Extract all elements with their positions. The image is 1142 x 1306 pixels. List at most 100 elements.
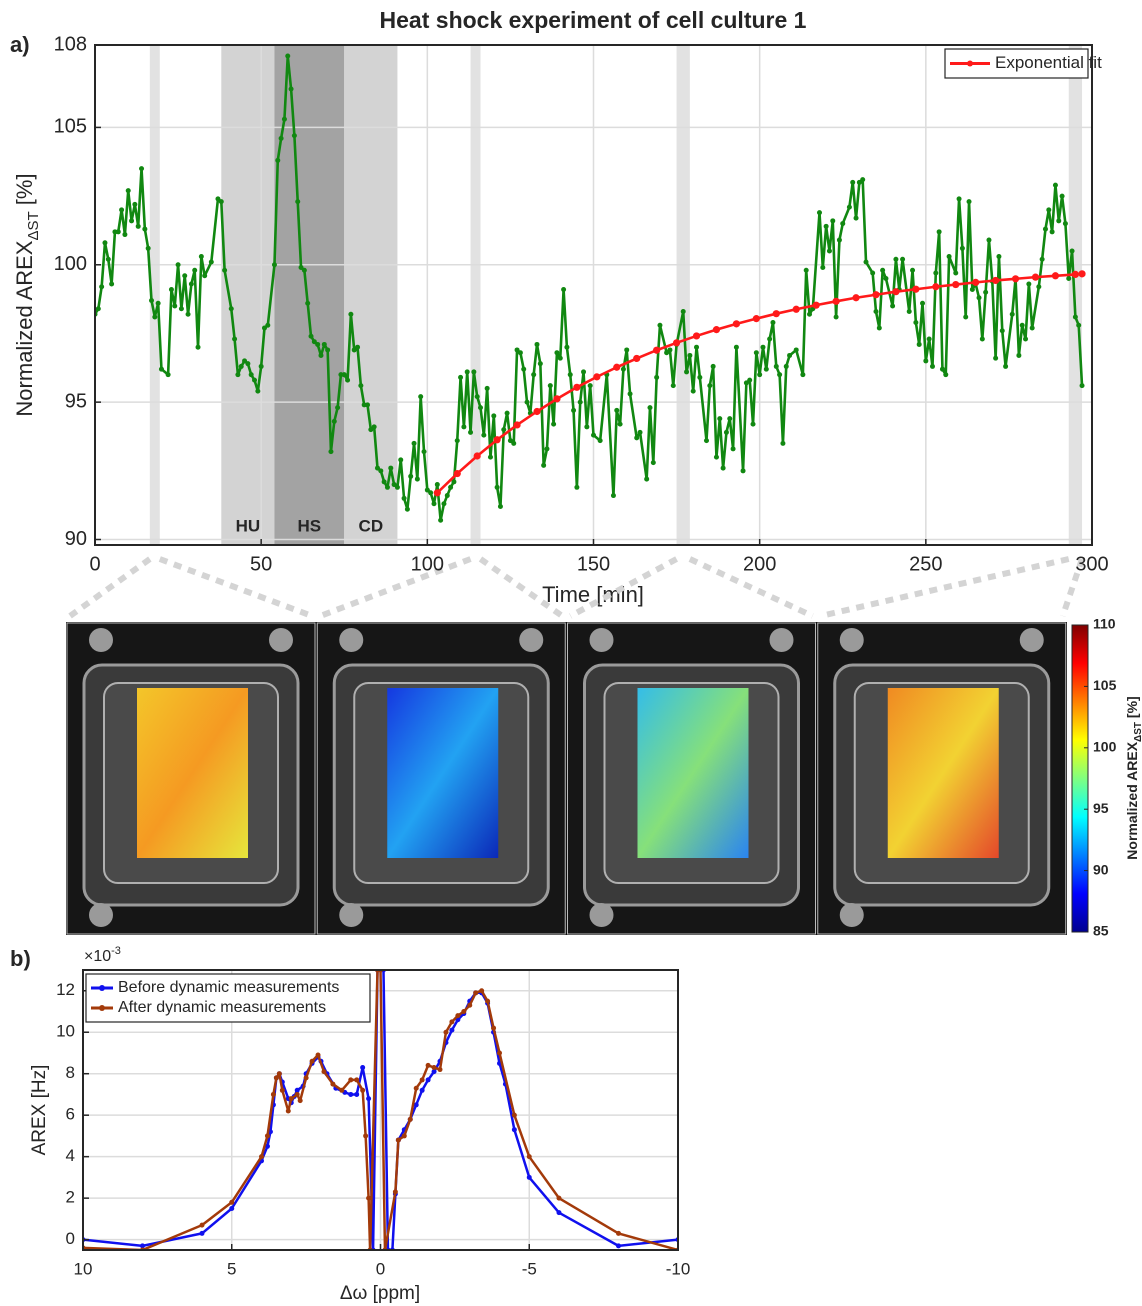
data-point bbox=[366, 1096, 371, 1101]
data-point bbox=[847, 205, 852, 210]
data-point bbox=[422, 449, 427, 454]
data-point bbox=[598, 438, 603, 443]
legend-label: Before dynamic measurements bbox=[118, 979, 339, 996]
data-point bbox=[634, 435, 639, 440]
data-point bbox=[511, 441, 516, 446]
data-point bbox=[468, 430, 473, 435]
x-tick-label: -10 bbox=[666, 1259, 691, 1278]
data-point bbox=[733, 320, 740, 327]
data-point bbox=[1043, 227, 1048, 232]
data-point bbox=[449, 1019, 454, 1024]
data-point bbox=[372, 424, 377, 429]
data-point bbox=[420, 1077, 425, 1082]
colorbar-tick-label: 95 bbox=[1093, 800, 1109, 816]
data-point bbox=[687, 353, 692, 358]
x-tick-label: 10 bbox=[74, 1259, 93, 1278]
data-point bbox=[817, 210, 822, 215]
data-point bbox=[561, 287, 566, 292]
data-point bbox=[1012, 275, 1019, 282]
data-point bbox=[673, 339, 680, 346]
data-point bbox=[219, 199, 224, 204]
data-point bbox=[295, 1092, 300, 1097]
data-point bbox=[222, 268, 227, 273]
panel-label: b) bbox=[10, 946, 31, 971]
data-point bbox=[638, 430, 643, 435]
data-point bbox=[751, 422, 756, 427]
data-point bbox=[644, 477, 649, 482]
data-point bbox=[415, 477, 420, 482]
data-point bbox=[432, 1065, 437, 1070]
data-point bbox=[527, 1175, 532, 1180]
data-point bbox=[109, 282, 114, 287]
data-point bbox=[458, 375, 463, 380]
data-point bbox=[754, 350, 759, 355]
data-point bbox=[434, 489, 441, 496]
data-point bbox=[741, 468, 746, 473]
data-point bbox=[295, 199, 300, 204]
data-point bbox=[255, 389, 260, 394]
data-point bbox=[727, 416, 732, 421]
data-point bbox=[360, 1088, 365, 1093]
x-tick-label: 100 bbox=[411, 553, 444, 575]
data-point bbox=[126, 188, 131, 193]
connector bbox=[160, 559, 312, 616]
x-tick-label: 250 bbox=[909, 553, 942, 575]
data-point bbox=[584, 424, 589, 429]
data-point bbox=[518, 350, 523, 355]
colorbar-tick-label: 100 bbox=[1093, 739, 1117, 755]
data-point bbox=[807, 312, 812, 317]
panel-label: a) bbox=[10, 32, 30, 57]
data-point bbox=[335, 405, 340, 410]
data-point bbox=[229, 306, 234, 311]
y-tick-label: 100 bbox=[54, 253, 87, 275]
data-point bbox=[159, 367, 164, 372]
data-point bbox=[408, 474, 413, 479]
data-point bbox=[657, 323, 662, 328]
data-point bbox=[438, 1067, 443, 1072]
data-point bbox=[870, 271, 875, 276]
data-point bbox=[443, 1030, 448, 1035]
data-point bbox=[667, 347, 672, 352]
data-point bbox=[318, 353, 323, 358]
data-point bbox=[834, 314, 839, 319]
marker-circle bbox=[339, 628, 363, 652]
data-point bbox=[551, 422, 556, 427]
data-point bbox=[1076, 323, 1081, 328]
data-point bbox=[770, 320, 775, 325]
data-point bbox=[953, 271, 958, 276]
data-point bbox=[96, 306, 101, 311]
data-point bbox=[747, 378, 752, 383]
data-point bbox=[1030, 325, 1035, 330]
data-point bbox=[833, 298, 840, 305]
data-point bbox=[691, 389, 696, 394]
data-point bbox=[731, 446, 736, 451]
data-point bbox=[1016, 353, 1021, 358]
data-point bbox=[977, 295, 982, 300]
data-point bbox=[558, 356, 563, 361]
arex-map bbox=[137, 688, 248, 858]
data-point bbox=[428, 490, 433, 495]
y-exponent-base: ×10 bbox=[84, 948, 111, 965]
data-point bbox=[767, 336, 772, 341]
data-point bbox=[588, 383, 593, 388]
data-point bbox=[933, 271, 938, 276]
data-point bbox=[1080, 383, 1085, 388]
data-point bbox=[912, 286, 919, 293]
data-point bbox=[613, 364, 620, 371]
data-point bbox=[943, 372, 948, 377]
data-point bbox=[119, 207, 124, 212]
data-point bbox=[363, 1133, 368, 1138]
data-point bbox=[398, 457, 403, 462]
data-point bbox=[209, 260, 214, 265]
data-point bbox=[169, 287, 174, 292]
data-point bbox=[784, 364, 789, 369]
x-tick-label: 5 bbox=[227, 1259, 236, 1278]
data-point bbox=[229, 1200, 234, 1205]
data-point bbox=[774, 364, 779, 369]
data-point bbox=[893, 257, 898, 262]
data-point bbox=[402, 496, 407, 501]
x-tick-label: 0 bbox=[89, 553, 100, 575]
data-point bbox=[354, 1092, 359, 1097]
data-point bbox=[724, 430, 729, 435]
y-tick-label: 105 bbox=[54, 116, 87, 138]
